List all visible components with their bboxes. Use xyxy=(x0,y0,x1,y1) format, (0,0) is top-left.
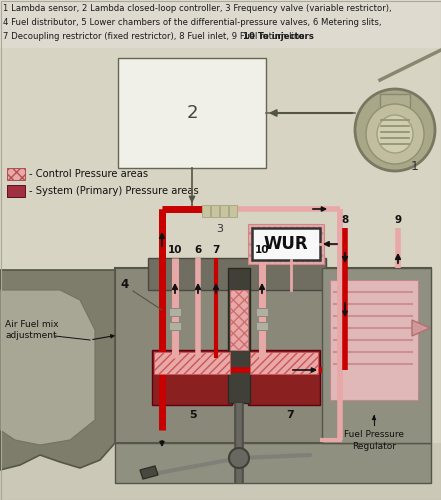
Bar xyxy=(248,224,324,264)
Bar xyxy=(322,268,431,443)
Bar xyxy=(152,350,232,405)
Circle shape xyxy=(229,448,249,468)
Bar xyxy=(256,308,268,316)
Text: 4 Fuel distributor, 5 Lower chambers of the differential-pressure valves, 6 Mete: 4 Fuel distributor, 5 Lower chambers of … xyxy=(3,18,381,27)
Text: 10 To injectors: 10 To injectors xyxy=(243,32,314,41)
Text: 2: 2 xyxy=(186,104,198,122)
Bar xyxy=(0,443,441,500)
Bar xyxy=(0,0,441,48)
Bar xyxy=(228,268,250,403)
Bar xyxy=(250,352,318,374)
Ellipse shape xyxy=(366,104,424,164)
Polygon shape xyxy=(412,320,430,336)
Bar xyxy=(154,352,230,374)
Text: 9: 9 xyxy=(394,215,402,225)
Bar xyxy=(118,58,266,168)
Bar xyxy=(7,168,25,180)
Polygon shape xyxy=(0,270,115,470)
Bar xyxy=(256,322,268,330)
Text: - System (Primary) Pressure areas: - System (Primary) Pressure areas xyxy=(29,186,199,196)
Bar xyxy=(380,94,410,112)
Ellipse shape xyxy=(355,89,435,171)
Text: 7: 7 xyxy=(212,245,220,255)
Bar xyxy=(248,350,320,405)
Bar xyxy=(230,290,248,350)
Bar xyxy=(202,205,210,217)
Bar xyxy=(229,205,237,217)
Text: 7: 7 xyxy=(286,410,294,420)
Text: 5: 5 xyxy=(189,410,197,420)
Bar xyxy=(211,205,219,217)
Bar xyxy=(330,280,418,400)
Bar xyxy=(115,268,431,443)
Bar xyxy=(169,322,181,330)
Bar xyxy=(148,258,326,290)
Text: 1 Lambda sensor, 2 Lambda closed-loop controller, 3 Frequency valve (variable re: 1 Lambda sensor, 2 Lambda closed-loop co… xyxy=(3,4,392,13)
Text: WUR: WUR xyxy=(264,235,308,253)
Text: 3: 3 xyxy=(217,224,224,234)
Bar xyxy=(220,205,228,217)
Text: Fuel Pressure
Regulator: Fuel Pressure Regulator xyxy=(344,430,404,451)
Bar xyxy=(115,443,431,483)
Bar xyxy=(7,185,25,197)
Text: 4: 4 xyxy=(121,278,129,291)
Bar xyxy=(169,308,181,316)
Text: 6: 6 xyxy=(194,245,202,255)
Ellipse shape xyxy=(377,115,413,153)
Text: 7 Decoupling restrictor (fixed restrictor), 8 Fuel inlet, 9 Fuel return line.: 7 Decoupling restrictor (fixed restricto… xyxy=(3,32,310,41)
Bar xyxy=(252,228,320,260)
Text: - Control Pressure areas: - Control Pressure areas xyxy=(29,169,148,179)
Text: Air Fuel mix
adjustment: Air Fuel mix adjustment xyxy=(5,320,59,340)
Text: 10: 10 xyxy=(255,245,269,255)
Text: 8: 8 xyxy=(341,215,349,225)
Text: 1: 1 xyxy=(411,160,419,172)
Polygon shape xyxy=(140,466,158,479)
Polygon shape xyxy=(0,290,95,445)
Text: 10: 10 xyxy=(168,245,182,255)
